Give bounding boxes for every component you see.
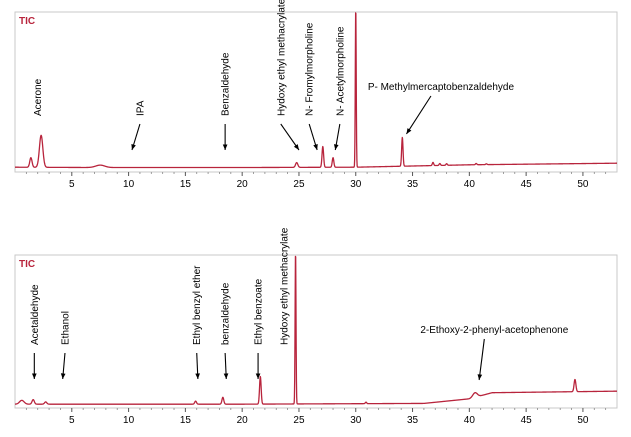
chromatogram-panel-bottom: 5 10 15 20 25 30 35 40 45 50 TIC Acetaldehyde Ethano…	[15, 227, 617, 426]
annotation-arrowhead	[406, 128, 411, 134]
x-tick-label: 45	[521, 415, 533, 426]
x-tick-label: 25	[293, 179, 305, 190]
peak-label: 2-Ethoxy-2-phenyl-acetophenone	[420, 325, 568, 336]
x-tick-label: 40	[464, 179, 476, 190]
peak-label: Hydoxy ethyl methacrylate	[280, 227, 291, 345]
x-tick-label: 35	[407, 179, 419, 190]
peak-label: Benzaldehyde	[221, 52, 232, 116]
x-tick-label: 15	[180, 179, 192, 190]
x-tick-label: 20	[237, 415, 249, 426]
annotation-arrowhead	[294, 144, 299, 150]
x-tick-label: 45	[521, 179, 533, 190]
peak-label: Ethyl benzoate	[254, 278, 265, 345]
peak-label: Ethyl benzyl ether	[192, 265, 203, 345]
peak-label: Acerone	[33, 78, 44, 116]
tic-trace	[15, 13, 617, 168]
tic-label: TIC	[19, 259, 35, 270]
annotation-arrowhead	[478, 374, 483, 380]
x-tick-label: 50	[577, 179, 589, 190]
x-tick-label: 30	[350, 179, 362, 190]
peak-label: N- Acetylmorpholine	[335, 26, 346, 116]
peak-label: Hydoxy ethyl methacrylate	[276, 0, 287, 116]
x-tick-label: 35	[407, 415, 419, 426]
annotation-arrow	[479, 339, 484, 380]
x-tick-label: 30	[350, 415, 362, 426]
peak-label: Ethanol	[60, 311, 71, 345]
annotation-arrowhead	[131, 144, 135, 150]
annotation-arrow	[406, 96, 430, 134]
peak-label: N- Fromylmorpholine	[305, 22, 316, 116]
x-tick-label: 50	[577, 415, 589, 426]
annotation-arrowhead	[195, 373, 200, 379]
annotation-arrowhead	[224, 373, 229, 379]
annotation-arrowhead	[223, 144, 228, 150]
x-tick-label: 10	[123, 179, 135, 190]
x-tick-label: 5	[69, 415, 75, 426]
peak-label: Acetaldehyde	[30, 284, 41, 345]
x-tick-label: 25	[293, 415, 305, 426]
x-tick-label: 5	[69, 179, 75, 190]
annotation-arrowhead	[313, 144, 317, 150]
peak-label: IPA	[135, 100, 146, 116]
chromatogram-panel-top: 5 10 15 20 25 30 35 40 45 50 TIC Acerone IPA Benzalde…	[15, 0, 617, 190]
peak-label: P- Methylmercaptobenzaldehyde	[368, 82, 515, 93]
tic-label: TIC	[19, 16, 35, 27]
annotation-arrowhead	[334, 144, 339, 150]
x-tick-label: 20	[237, 179, 249, 190]
x-tick-label: 15	[180, 415, 192, 426]
x-tick-label: 40	[464, 415, 476, 426]
x-tick-label: 10	[123, 415, 135, 426]
peak-label: benzaldehyde	[221, 282, 232, 345]
annotation-arrowhead	[32, 373, 37, 379]
